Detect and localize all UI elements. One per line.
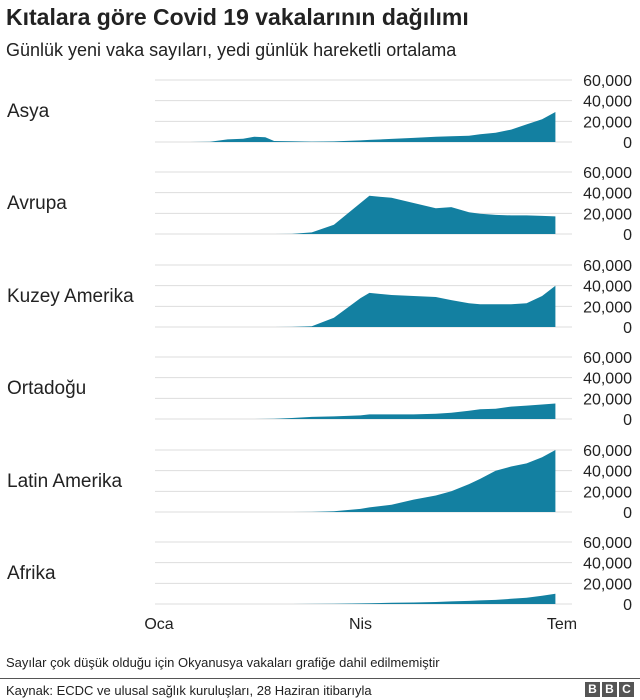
y-tick-label: 0 xyxy=(623,412,632,429)
y-tick-label: 0 xyxy=(623,505,632,522)
y-tick-label: 0 xyxy=(623,597,632,614)
y-tick-label: 60,000 xyxy=(583,258,632,275)
panel-ortadoğu: 0 20,000 40,000 60,000 Ortadoğu xyxy=(7,350,632,429)
series-label: Ortadoğu xyxy=(7,378,86,399)
x-tick-label: Nis xyxy=(349,616,372,633)
series-label: Latin Amerika xyxy=(7,471,123,492)
area-series xyxy=(159,285,556,327)
panel-asya: 0 20,000 40,000 60,000 Asya xyxy=(7,73,632,152)
series-label: Avrupa xyxy=(7,193,67,214)
y-tick-label: 20,000 xyxy=(583,114,632,131)
panel-afrika: 0 20,000 40,000 60,000 Afrika xyxy=(7,535,632,614)
chart-subtitle: Günlük yeni vaka sayıları, yedi günlük h… xyxy=(6,40,457,60)
divider xyxy=(0,678,640,679)
area-series xyxy=(159,195,556,234)
y-tick-label: 40,000 xyxy=(583,279,632,296)
x-tick-label: Tem xyxy=(547,616,577,633)
area-series xyxy=(159,112,556,142)
area-series xyxy=(159,593,556,604)
y-tick-label: 60,000 xyxy=(583,443,632,460)
y-tick-label: 0 xyxy=(623,135,632,152)
chart-title: Kıtalara göre Covid 19 vakalarının dağıl… xyxy=(6,4,469,30)
y-tick-label: 40,000 xyxy=(583,94,632,111)
y-tick-label: 60,000 xyxy=(583,350,632,367)
y-tick-label: 40,000 xyxy=(583,371,632,388)
y-tick-label: 20,000 xyxy=(583,391,632,408)
footnote: Sayılar çok düşük olduğu için Okyanusya … xyxy=(6,655,440,670)
y-tick-label: 40,000 xyxy=(583,186,632,203)
y-tick-label: 20,000 xyxy=(583,206,632,223)
series-label: Afrika xyxy=(7,563,56,584)
y-tick-label: 60,000 xyxy=(583,535,632,552)
panel-latin-amerika: 0 20,000 40,000 60,000 Latin Amerika xyxy=(7,443,632,522)
y-tick-label: 40,000 xyxy=(583,556,632,573)
y-tick-label: 20,000 xyxy=(583,299,632,316)
y-tick-label: 0 xyxy=(623,320,632,337)
series-label: Kuzey Amerika xyxy=(7,286,134,307)
y-tick-label: 20,000 xyxy=(583,484,632,501)
series-label: Asya xyxy=(7,101,50,122)
panel-avrupa: 0 20,000 40,000 60,000 Avrupa xyxy=(7,165,632,244)
y-tick-label: 20,000 xyxy=(583,576,632,593)
panel-kuzey-amerika: 0 20,000 40,000 60,000 Kuzey Amerika xyxy=(7,258,632,337)
small-multiples-plot: 0 20,000 40,000 60,000 Asya 0 20,000 40,000 60,0… xyxy=(7,73,632,633)
x-tick-label: Oca xyxy=(144,616,173,633)
source-text: Kaynak: ECDC ve ulusal sağlık kuruluşlar… xyxy=(6,683,372,698)
area-series xyxy=(159,450,556,512)
y-tick-label: 40,000 xyxy=(583,464,632,481)
y-tick-label: 0 xyxy=(623,227,632,244)
y-tick-label: 60,000 xyxy=(583,165,632,182)
y-tick-label: 60,000 xyxy=(583,73,632,90)
area-series xyxy=(159,403,556,419)
